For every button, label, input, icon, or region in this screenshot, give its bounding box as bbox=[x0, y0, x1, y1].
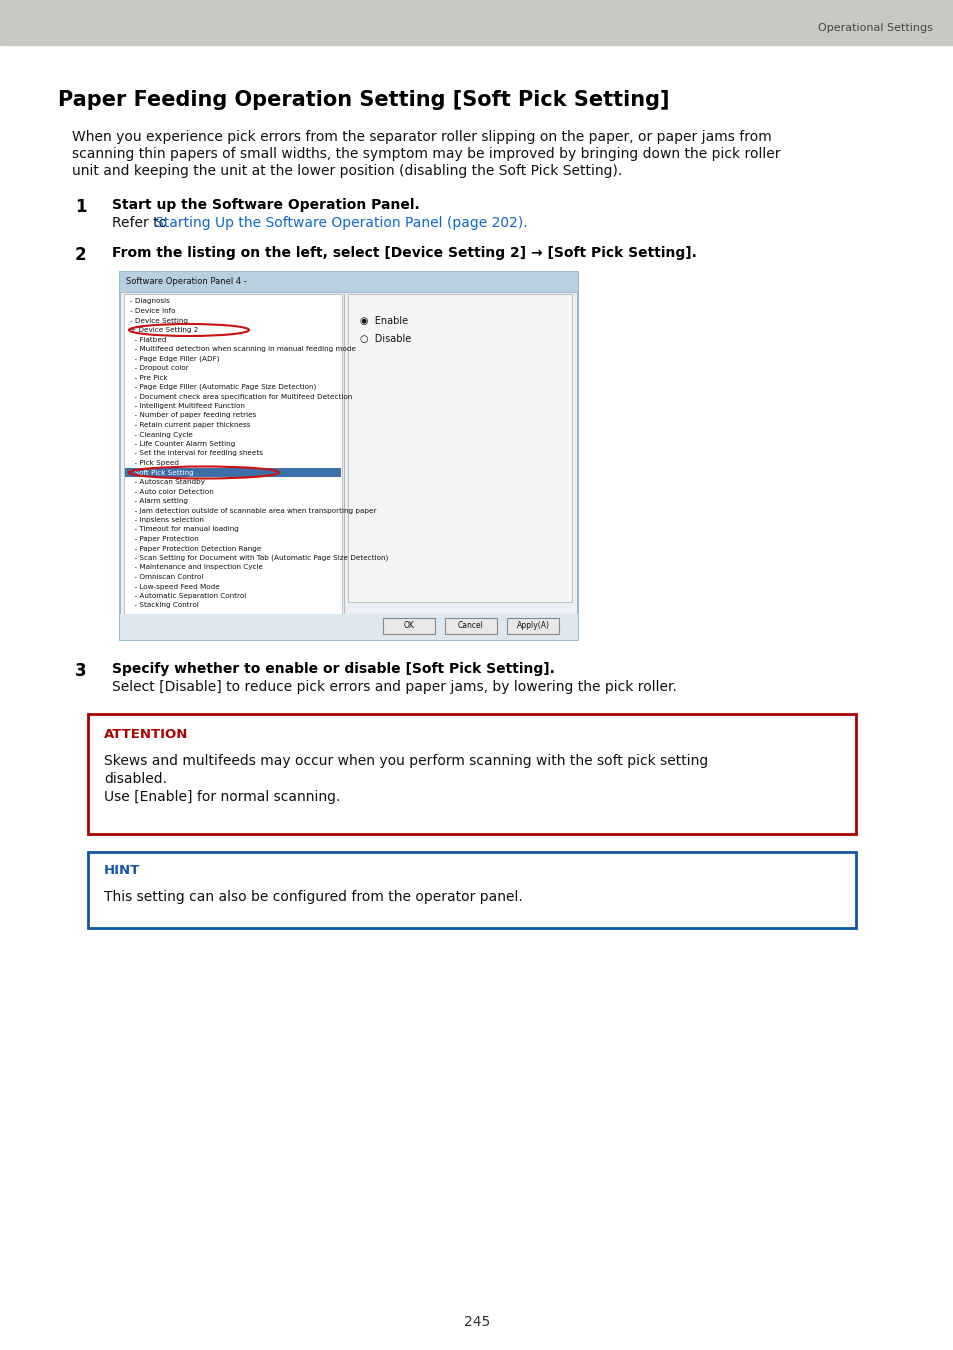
Text: ◉  Enable: ◉ Enable bbox=[359, 316, 408, 325]
Text: + Device Setting 2: + Device Setting 2 bbox=[130, 327, 198, 333]
Text: OK: OK bbox=[403, 621, 414, 630]
Text: 3: 3 bbox=[75, 662, 87, 680]
Text: - Paper Protection Detection Range: - Paper Protection Detection Range bbox=[130, 545, 261, 552]
Text: Refer to: Refer to bbox=[112, 216, 172, 230]
Text: - Low-speed Feed Mode: - Low-speed Feed Mode bbox=[130, 583, 219, 590]
Text: - Dropout color: - Dropout color bbox=[130, 364, 189, 371]
Text: - Multifeed detection when scanning in manual feeding mode: - Multifeed detection when scanning in m… bbox=[130, 346, 355, 352]
Text: - Inpslens selection: - Inpslens selection bbox=[130, 517, 204, 522]
Text: - Pick Speed: - Pick Speed bbox=[130, 460, 179, 466]
Text: scanning thin papers of small widths, the symptom may be improved by bringing do: scanning thin papers of small widths, th… bbox=[71, 147, 780, 161]
Text: unit and keeping the unit at the lower position (disabling the Soft Pick Setting: unit and keeping the unit at the lower p… bbox=[71, 163, 621, 178]
Bar bbox=[125, 468, 340, 477]
Bar bbox=[120, 271, 578, 640]
Text: - Diagnosis: - Diagnosis bbox=[130, 298, 170, 305]
Text: - Autoscan Standby: - Autoscan Standby bbox=[130, 479, 205, 485]
Text: - Life Counter Alarm Setting: - Life Counter Alarm Setting bbox=[130, 441, 235, 447]
Text: - Set the interval for feeding sheets: - Set the interval for feeding sheets bbox=[130, 451, 263, 456]
Text: - Pre Pick: - Pre Pick bbox=[130, 374, 168, 381]
Text: - Paper Protection: - Paper Protection bbox=[130, 536, 198, 541]
Text: Apply(A): Apply(A) bbox=[516, 621, 549, 630]
Bar bbox=[88, 714, 855, 834]
Text: When you experience pick errors from the separator roller slipping on the paper,: When you experience pick errors from the… bbox=[71, 130, 771, 144]
Text: Operational Settings: Operational Settings bbox=[817, 23, 931, 32]
Text: HINT: HINT bbox=[104, 864, 140, 878]
Text: - Jam detection outside of scannable area when transporting paper: - Jam detection outside of scannable are… bbox=[130, 508, 376, 513]
Text: - Retain current paper thickness: - Retain current paper thickness bbox=[130, 423, 251, 428]
Text: Paper Feeding Operation Setting [Soft Pick Setting]: Paper Feeding Operation Setting [Soft Pi… bbox=[58, 90, 669, 109]
Text: - Number of paper feeding retries: - Number of paper feeding retries bbox=[130, 413, 256, 418]
Text: - Scan Setting for Document with Tab (Automatic Page Size Detection): - Scan Setting for Document with Tab (Au… bbox=[130, 555, 388, 562]
Bar bbox=[506, 618, 558, 634]
Text: - Device Info: - Device Info bbox=[130, 308, 175, 315]
Text: Cancel: Cancel bbox=[457, 621, 483, 630]
Text: 1: 1 bbox=[75, 198, 87, 216]
Text: disabled.: disabled. bbox=[104, 772, 167, 786]
Bar bbox=[120, 614, 578, 640]
Text: Skews and multifeeds may occur when you perform scanning with the soft pick sett: Skews and multifeeds may occur when you … bbox=[104, 755, 707, 768]
Text: - Intelligent Multifeed Function: - Intelligent Multifeed Function bbox=[130, 404, 245, 409]
Text: - Cleaning Cycle: - Cleaning Cycle bbox=[130, 432, 193, 437]
Text: - Page Edge Filler (ADF): - Page Edge Filler (ADF) bbox=[130, 355, 219, 362]
Text: Use [Enable] for normal scanning.: Use [Enable] for normal scanning. bbox=[104, 790, 340, 805]
Text: Select [Disable] to reduce pick errors and paper jams, by lowering the pick roll: Select [Disable] to reduce pick errors a… bbox=[112, 680, 677, 694]
Text: Starting Up the Software Operation Panel (page 202).: Starting Up the Software Operation Panel… bbox=[154, 216, 527, 230]
Text: - Automatic Separation Control: - Automatic Separation Control bbox=[130, 593, 246, 599]
Text: 2: 2 bbox=[75, 246, 87, 265]
Text: Software Operation Panel 4 -: Software Operation Panel 4 - bbox=[126, 278, 247, 286]
Bar bbox=[0, 0, 953, 45]
Text: ATTENTION: ATTENTION bbox=[104, 728, 188, 741]
Text: This setting can also be configured from the operator panel.: This setting can also be configured from… bbox=[104, 890, 522, 905]
Text: - Page Edge Filler (Automatic Page Size Detection): - Page Edge Filler (Automatic Page Size … bbox=[130, 383, 315, 390]
Text: Specify whether to enable or disable [Soft Pick Setting].: Specify whether to enable or disable [So… bbox=[112, 662, 555, 676]
Text: - Stacking Control: - Stacking Control bbox=[130, 602, 198, 609]
Text: Start up the Software Operation Panel.: Start up the Software Operation Panel. bbox=[112, 198, 419, 212]
Text: - Document check area specification for Multifeed Detection: - Document check area specification for … bbox=[130, 393, 352, 400]
Text: - Device Setting: - Device Setting bbox=[130, 317, 188, 324]
Text: - Auto color Detection: - Auto color Detection bbox=[130, 489, 213, 494]
Text: ○  Disable: ○ Disable bbox=[359, 333, 411, 344]
Text: Soft Pick Setting: Soft Pick Setting bbox=[130, 470, 193, 475]
Text: - Alarm setting: - Alarm setting bbox=[130, 498, 188, 504]
Text: - Maintenance and Inspection Cycle: - Maintenance and Inspection Cycle bbox=[130, 564, 263, 571]
Text: 245: 245 bbox=[463, 1315, 490, 1328]
Text: - Omniscan Control: - Omniscan Control bbox=[130, 574, 203, 580]
Text: From the listing on the left, select [Device Setting 2] → [Soft Pick Setting].: From the listing on the left, select [De… bbox=[112, 246, 696, 261]
Bar bbox=[124, 294, 341, 636]
Bar bbox=[382, 618, 435, 634]
Bar bbox=[444, 618, 497, 634]
Text: - Timeout for manual loading: - Timeout for manual loading bbox=[130, 526, 238, 532]
Bar bbox=[348, 294, 572, 602]
Bar bbox=[88, 852, 855, 927]
Text: - Flatbed: - Flatbed bbox=[130, 336, 167, 343]
Bar bbox=[120, 271, 578, 292]
